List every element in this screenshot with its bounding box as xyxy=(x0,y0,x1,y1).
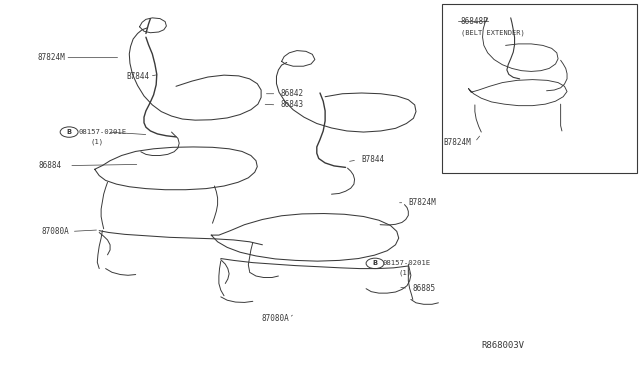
Text: 86848P: 86848P xyxy=(461,17,488,26)
Text: B7824M: B7824M xyxy=(408,198,436,207)
Text: B7824M: B7824M xyxy=(444,138,471,147)
Text: B: B xyxy=(67,129,72,135)
Text: B7844: B7844 xyxy=(362,155,385,164)
Text: 86842: 86842 xyxy=(280,89,303,98)
Text: 08157-0201E: 08157-0201E xyxy=(383,260,431,266)
Text: 87080A: 87080A xyxy=(42,227,69,236)
Text: (BELT EXTENDER): (BELT EXTENDER) xyxy=(461,29,525,36)
Text: R868003V: R868003V xyxy=(482,341,525,350)
Text: B7844: B7844 xyxy=(127,72,150,81)
Text: 86885: 86885 xyxy=(413,284,436,293)
Text: 87824M: 87824M xyxy=(37,53,65,62)
Text: 86843: 86843 xyxy=(280,100,303,109)
Bar xyxy=(442,4,637,173)
Text: (1): (1) xyxy=(91,138,104,145)
Text: 86884: 86884 xyxy=(38,161,61,170)
Text: (1): (1) xyxy=(399,269,412,276)
Text: 87080A: 87080A xyxy=(261,314,289,323)
Text: B: B xyxy=(372,260,378,266)
Text: 08157-0201E: 08157-0201E xyxy=(78,129,126,135)
